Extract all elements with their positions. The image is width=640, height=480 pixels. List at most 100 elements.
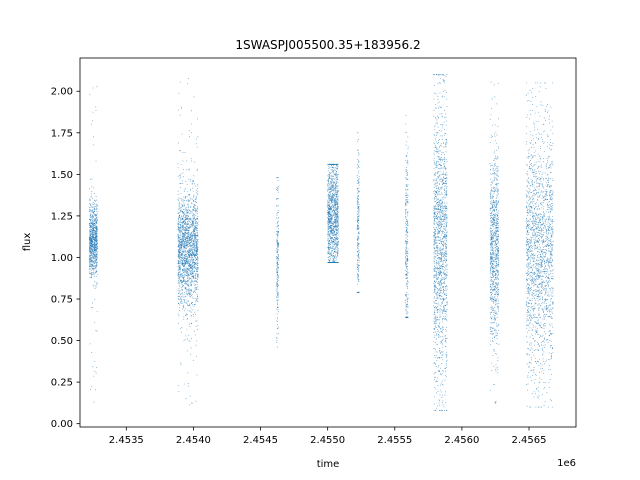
data-point xyxy=(90,246,92,248)
data-point xyxy=(333,163,335,165)
data-point xyxy=(182,152,184,154)
data-point xyxy=(445,248,447,250)
data-point xyxy=(180,198,182,200)
data-point xyxy=(191,221,193,223)
data-point xyxy=(92,214,94,216)
data-point xyxy=(181,262,183,264)
data-point xyxy=(196,278,198,280)
data-point xyxy=(188,236,190,238)
data-point xyxy=(441,311,443,313)
data-point xyxy=(183,208,185,210)
data-point xyxy=(276,313,278,315)
data-point xyxy=(187,244,189,246)
data-point xyxy=(183,214,185,216)
data-point xyxy=(328,247,330,248)
data-point xyxy=(187,250,189,252)
data-point xyxy=(179,260,181,262)
data-point xyxy=(89,215,91,217)
data-point xyxy=(442,248,444,250)
data-point xyxy=(327,189,329,191)
data-point xyxy=(405,167,407,169)
data-point xyxy=(197,329,198,331)
data-point xyxy=(406,267,408,269)
data-point xyxy=(180,183,182,184)
data-point xyxy=(178,272,180,274)
data-point xyxy=(183,235,185,237)
data-point xyxy=(182,306,184,308)
data-point xyxy=(194,262,196,264)
data-point xyxy=(330,239,332,241)
data-point xyxy=(178,174,180,176)
data-point xyxy=(276,217,278,219)
data-point xyxy=(179,114,181,116)
data-point xyxy=(90,254,92,256)
data-point xyxy=(191,219,193,221)
data-point xyxy=(177,235,179,237)
data-point xyxy=(405,160,406,162)
data-point xyxy=(91,277,93,278)
data-point xyxy=(407,298,409,300)
data-point xyxy=(276,333,278,335)
data-point xyxy=(190,263,192,265)
data-point xyxy=(405,237,407,239)
data-point xyxy=(440,150,442,152)
data-point xyxy=(333,184,334,186)
data-point xyxy=(183,228,184,230)
data-point xyxy=(185,313,187,315)
data-point xyxy=(189,290,191,291)
data-point xyxy=(330,187,332,189)
data-point xyxy=(184,257,186,259)
data-point xyxy=(330,231,332,233)
data-point xyxy=(192,217,194,219)
data-point xyxy=(334,186,336,188)
data-point xyxy=(190,188,192,190)
data-point xyxy=(96,86,98,88)
data-point xyxy=(179,227,181,229)
data-point xyxy=(358,246,360,248)
data-point xyxy=(188,334,190,336)
data-point xyxy=(439,260,441,262)
data-point xyxy=(91,223,92,225)
data-point xyxy=(357,240,359,242)
data-point xyxy=(190,217,192,219)
data-point xyxy=(433,341,435,343)
data-point xyxy=(195,276,197,278)
data-point xyxy=(407,239,409,240)
data-point xyxy=(331,231,333,232)
data-point xyxy=(333,223,334,225)
data-point xyxy=(330,228,332,230)
data-point xyxy=(407,199,409,201)
data-point xyxy=(329,220,331,222)
data-point xyxy=(187,207,189,209)
data-point xyxy=(277,237,278,239)
data-point xyxy=(196,251,198,253)
data-point xyxy=(184,276,186,278)
data-point xyxy=(92,237,94,239)
data-point xyxy=(180,106,182,108)
data-point xyxy=(277,318,279,320)
data-point xyxy=(406,271,408,272)
data-point xyxy=(357,210,359,212)
data-point xyxy=(335,187,336,189)
data-point xyxy=(185,335,187,337)
data-point xyxy=(183,266,185,267)
data-point xyxy=(334,202,336,204)
data-point xyxy=(92,265,94,267)
data-point xyxy=(183,285,184,286)
data-point xyxy=(435,164,437,166)
data-point xyxy=(184,188,186,190)
data-point xyxy=(332,176,334,178)
data-point xyxy=(93,401,95,403)
data-point xyxy=(181,273,183,274)
data-point xyxy=(446,303,448,305)
data-point xyxy=(178,252,180,253)
data-point xyxy=(406,259,408,261)
data-point xyxy=(189,303,191,305)
data-point xyxy=(407,305,409,307)
data-point xyxy=(443,225,445,227)
data-point xyxy=(435,363,436,365)
data-point xyxy=(91,219,93,221)
data-point xyxy=(327,175,329,177)
data-point xyxy=(95,282,97,284)
data-point xyxy=(405,273,407,275)
